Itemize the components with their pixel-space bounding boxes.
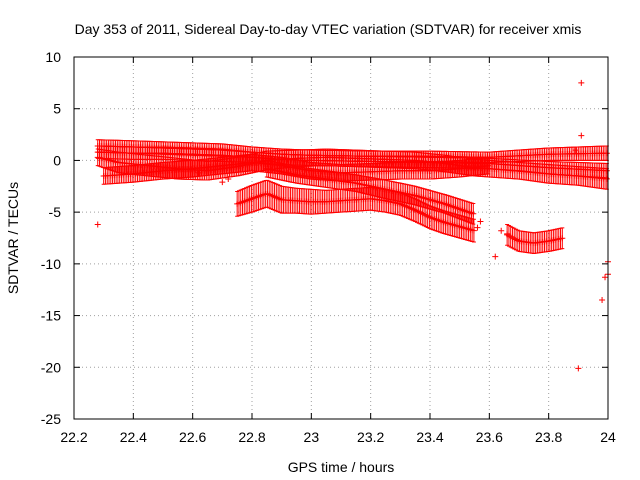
- axis-ticks: 22.2 22.4 22.6 22.8 23 23.2 23.4 23.6 23.8 24 10 5 0…: [41, 49, 616, 445]
- y-axis-label: SDTVAR / TECUs: [5, 182, 21, 294]
- series-track-6: [263, 159, 477, 225]
- x-tick-label: 23.8: [535, 429, 562, 445]
- outlier-points: [94, 79, 611, 372]
- x-tick-label: 23.6: [476, 429, 503, 445]
- outlier-point: [94, 221, 101, 228]
- x-tick-label: 22.6: [179, 429, 206, 445]
- outlier-point: [575, 365, 582, 372]
- outlier-point: [504, 230, 511, 237]
- x-tick-label: 22.2: [60, 429, 87, 445]
- data-points: [94, 79, 611, 372]
- y-tick-label: -10: [41, 256, 61, 272]
- y-tick-label: -5: [49, 204, 62, 220]
- outlier-point: [498, 227, 505, 234]
- y-tick-label: -25: [41, 411, 61, 427]
- outlier-point: [492, 253, 499, 260]
- outlier-point: [474, 224, 481, 231]
- plot-frame: [73, 56, 609, 420]
- outlier-point: [477, 218, 484, 225]
- data-point: [485, 162, 492, 169]
- y-tick-label: -15: [41, 308, 61, 324]
- data-point: [559, 235, 566, 242]
- outlier-point: [602, 274, 609, 281]
- outlier-point: [219, 179, 226, 186]
- x-tick-label: 23.4: [416, 429, 443, 445]
- outlier-point: [599, 297, 606, 304]
- chart-title: Day 353 of 2011, Sidereal Day-to-day VTE…: [75, 21, 582, 37]
- series-track-4: [100, 153, 492, 185]
- series-track-5: [234, 179, 477, 243]
- x-tick-label: 22.4: [120, 429, 147, 445]
- outlier-point: [225, 176, 232, 183]
- outlier-point: [578, 132, 585, 139]
- outlier-point: [578, 79, 585, 86]
- x-tick-label: 24: [600, 429, 616, 445]
- data-point: [603, 150, 610, 157]
- x-axis-label: GPS time / hours: [288, 459, 395, 475]
- y-tick-label: 5: [53, 101, 61, 117]
- data-point: [470, 210, 477, 217]
- y-tick-label: 0: [53, 152, 61, 168]
- outlier-point: [572, 147, 579, 154]
- data-point: [470, 227, 477, 234]
- series-track-7: [504, 224, 566, 255]
- outlier-point: [195, 169, 202, 176]
- x-tick-label: 23.2: [357, 429, 384, 445]
- x-tick-label: 22.8: [238, 429, 265, 445]
- y-tick-label: 10: [45, 49, 61, 65]
- data-point: [603, 175, 610, 182]
- y-tick-label: -20: [41, 359, 61, 375]
- x-tick-label: 23: [304, 429, 320, 445]
